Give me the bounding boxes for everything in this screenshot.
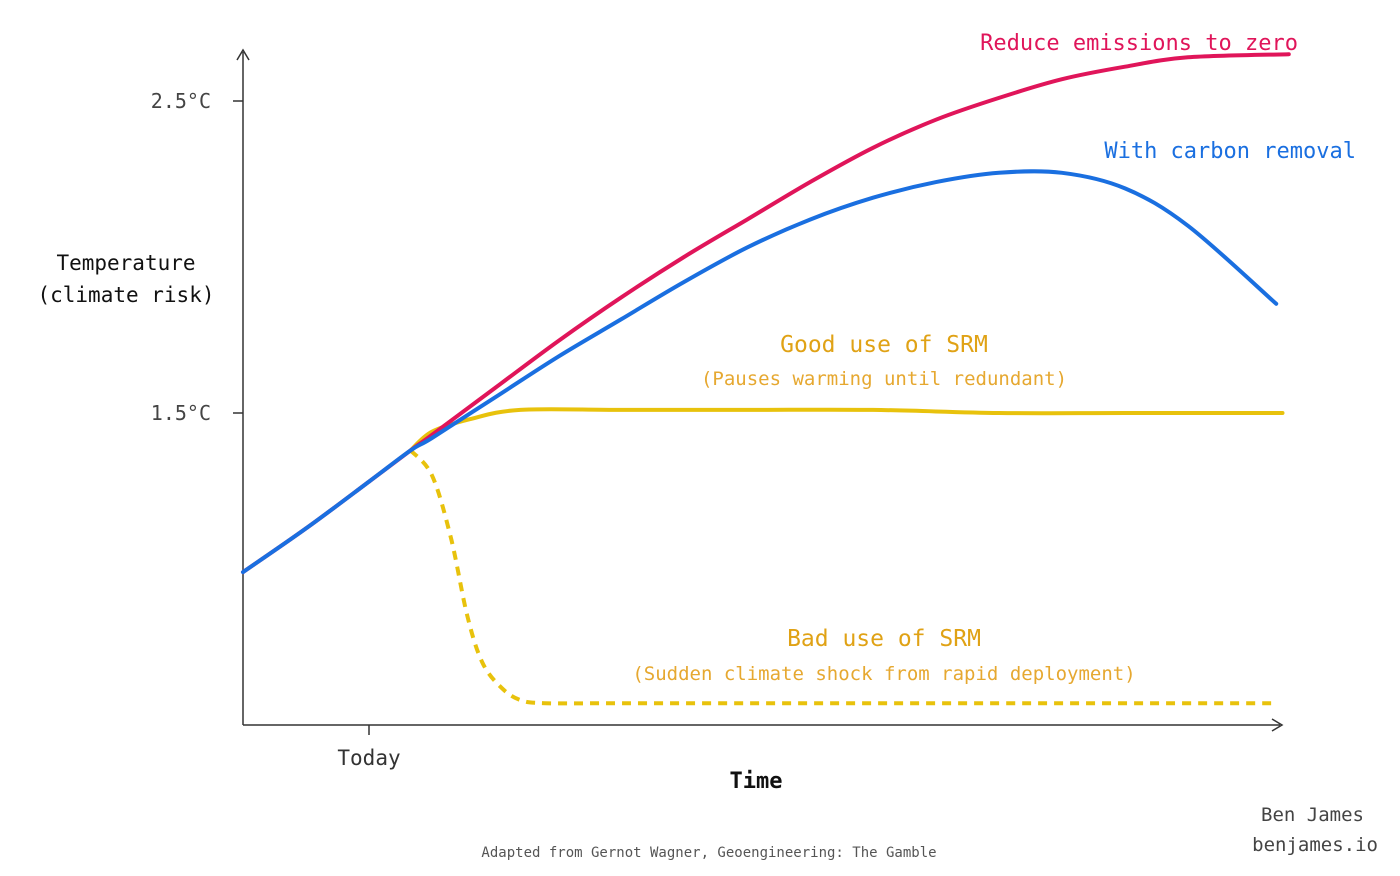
series-good-srm-line xyxy=(408,407,1285,453)
annotation-bad-srm: Bad use of SRM xyxy=(787,626,981,652)
source-note: Adapted from Gernot Wagner, Geoengineeri… xyxy=(481,845,936,861)
credit-name: Ben James xyxy=(1261,804,1364,826)
y-axis-label-line2: (climate risk) xyxy=(37,283,214,307)
x-ticks: Today xyxy=(337,725,401,770)
x-axis-arrow xyxy=(1271,718,1284,732)
y-axis-label-line1: Temperature xyxy=(56,251,195,275)
series-bad-srm-line xyxy=(409,449,1277,706)
annotation-reduce-emissions: Reduce emissions to zero xyxy=(980,31,1298,56)
series-layer xyxy=(241,52,1291,706)
y-tick-label: 2.5°C xyxy=(151,89,211,113)
annotation-good-srm-note: (Pauses warming until redundant) xyxy=(701,368,1067,390)
annotation-bad-srm-note: (Sudden climate shock from rapid deploym… xyxy=(632,663,1135,685)
y-ticks: 2.5°C 1.5°C xyxy=(151,89,243,425)
axes xyxy=(236,48,1284,732)
y-axis-arrow xyxy=(236,48,250,61)
credit-site: benjames.io xyxy=(1252,834,1378,856)
y-tick-label: 1.5°C xyxy=(151,401,211,425)
annotation-good-srm: Good use of SRM xyxy=(780,332,988,358)
annotation-carbon-removal: With carbon removal xyxy=(1104,139,1356,164)
series-reduce-emissions-line xyxy=(241,52,1291,575)
x-axis-label: Time xyxy=(730,769,783,794)
series-carbon-removal-line xyxy=(241,169,1279,575)
x-tick-label: Today xyxy=(337,746,400,770)
